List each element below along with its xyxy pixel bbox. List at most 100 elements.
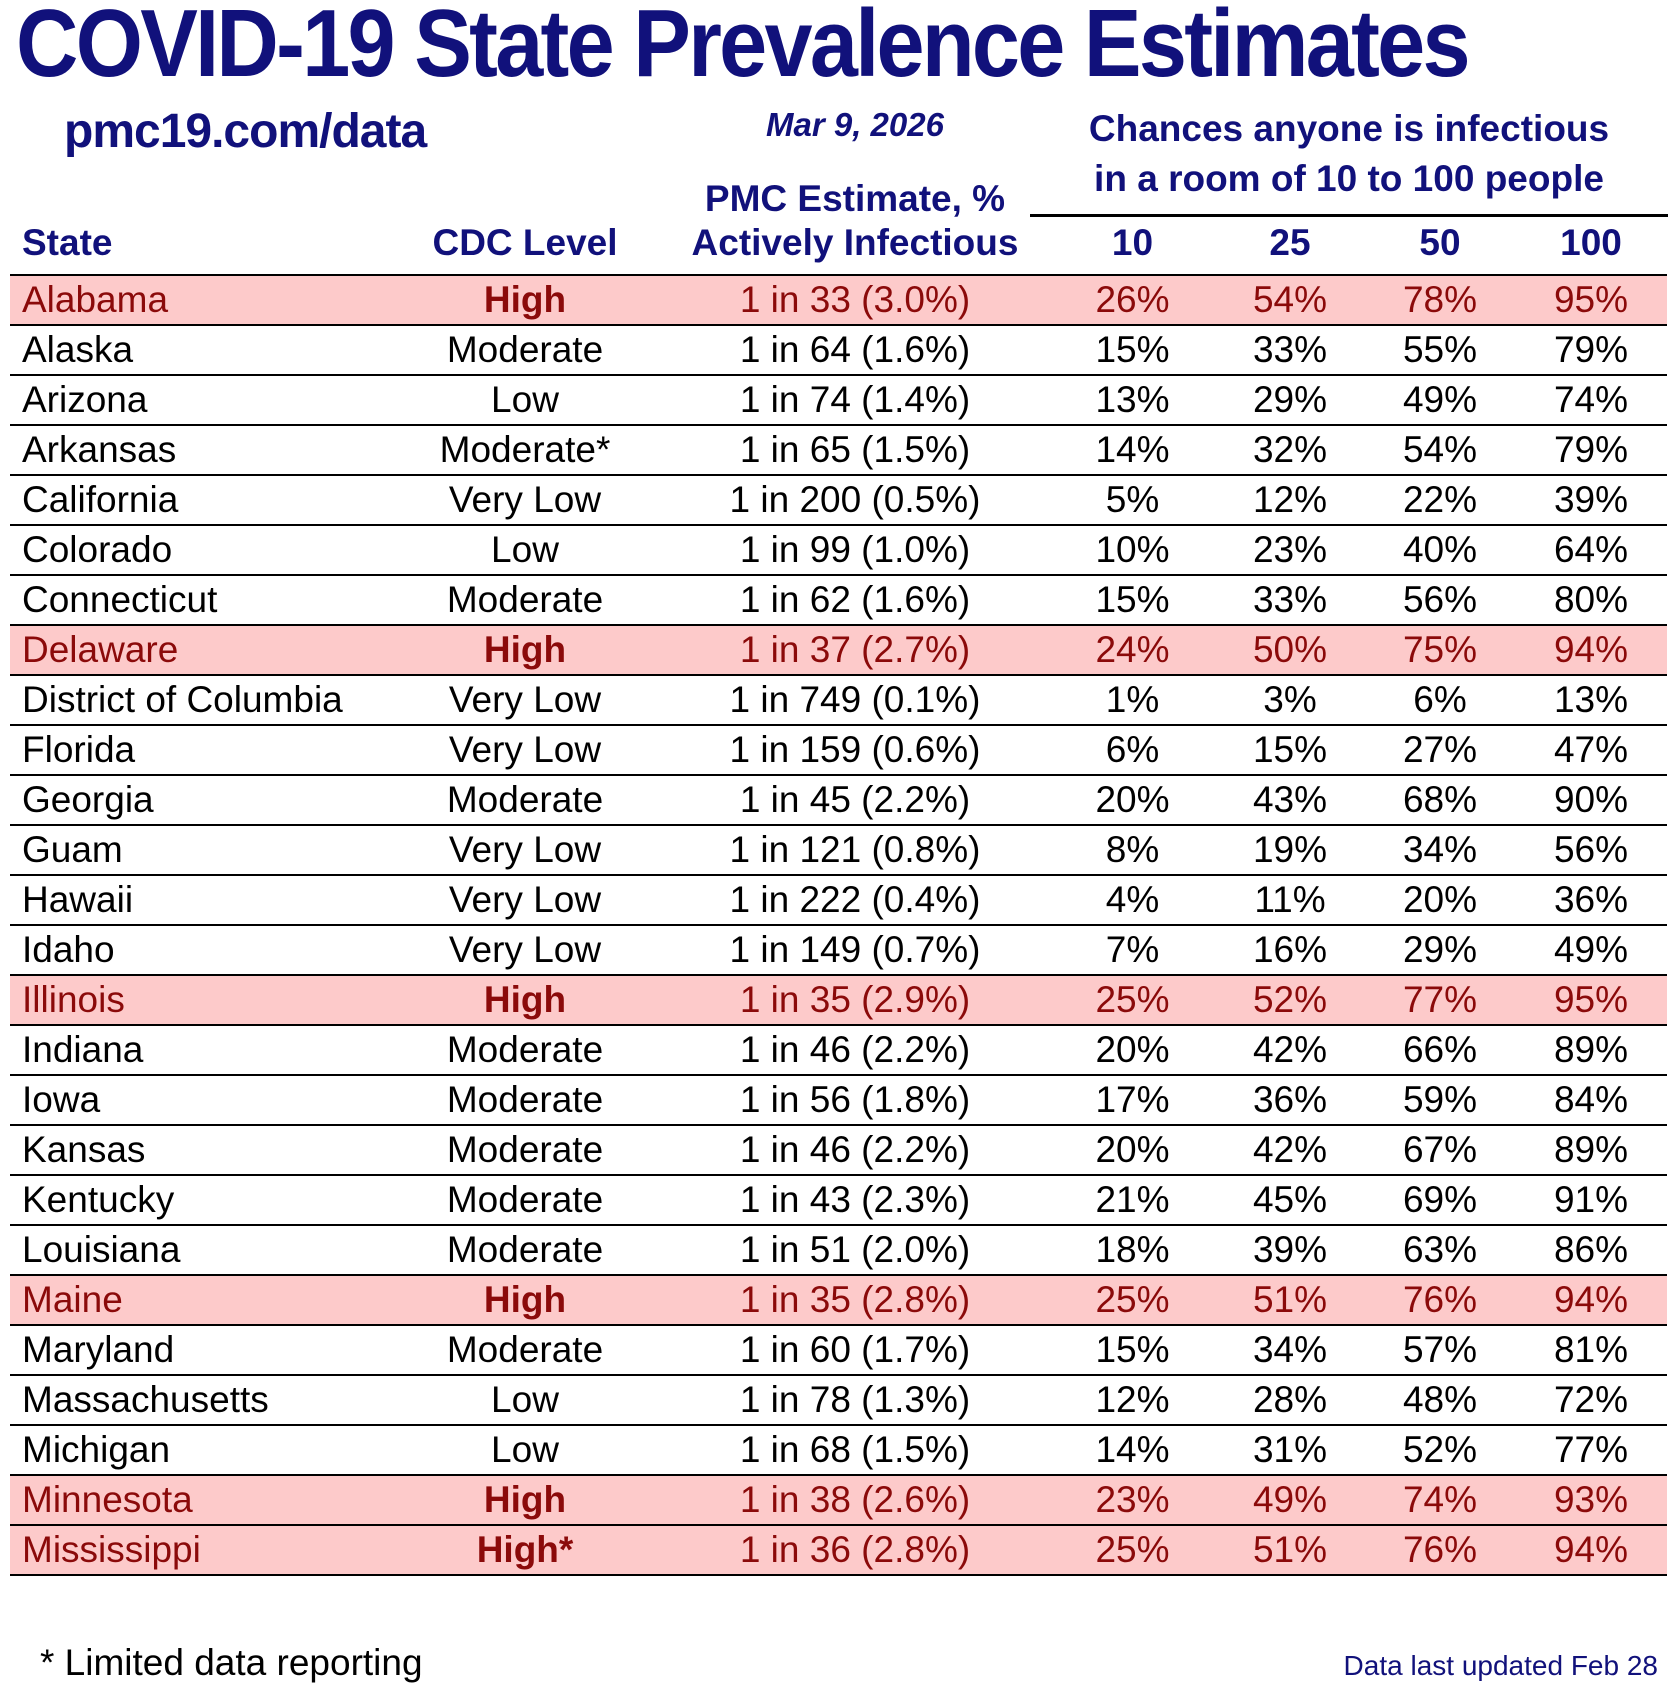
cdc-level-value: Low [390,375,660,426]
table-row: Louisiana Moderate 1 in 51 (2.0%) 18% 39… [10,1225,1667,1276]
table-header-row: State CDC Level Actively Infectious 10 2… [10,218,1667,276]
chance-room-100: 74% [1515,375,1667,426]
pmc-estimate-value: 1 in 46 (2.2%) [660,1125,1050,1176]
table-row: Michigan Low 1 in 68 (1.5%) 14% 31% 52% … [10,1425,1667,1476]
chance-room-25: 15% [1215,725,1365,776]
chance-room-25: 54% [1215,275,1365,326]
chances-header-line2: in a room of 10 to 100 people [1094,158,1604,199]
chance-room-10: 17% [1050,1075,1215,1126]
chance-room-10: 26% [1050,275,1215,326]
table-row: California Very Low 1 in 200 (0.5%) 5% 1… [10,475,1667,526]
table-row: Arizona Low 1 in 74 (1.4%) 13% 29% 49% 7… [10,375,1667,426]
state-name: Minnesota [10,1475,390,1526]
chance-room-10: 15% [1050,1325,1215,1376]
chance-room-50: 57% [1365,1325,1515,1376]
pmc-estimate-value: 1 in 37 (2.7%) [660,625,1050,676]
chance-room-10: 12% [1050,1375,1215,1426]
chance-room-50: 76% [1365,1275,1515,1326]
chance-room-100: 90% [1515,775,1667,826]
last-updated-note: Data last updated Feb 28 [1343,1650,1658,1681]
state-name: Michigan [10,1425,390,1476]
chance-room-50: 63% [1365,1225,1515,1276]
chance-room-50: 29% [1365,925,1515,976]
column-header-room-25: 25 [1215,218,1365,276]
pmc-estimate-value: 1 in 62 (1.6%) [660,575,1050,626]
chance-room-10: 25% [1050,975,1215,1026]
chance-room-10: 7% [1050,925,1215,976]
chance-room-25: 36% [1215,1075,1365,1126]
chance-room-25: 29% [1215,375,1365,426]
chance-room-50: 75% [1365,625,1515,676]
cdc-level-value: Moderate [390,1025,660,1076]
table-row: Illinois High 1 in 35 (2.9%) 25% 52% 77%… [10,975,1667,1026]
chance-room-25: 31% [1215,1425,1365,1476]
cdc-level-value: Moderate [390,1225,660,1276]
pmc-estimate-value: 1 in 200 (0.5%) [660,475,1050,526]
table-row: Kentucky Moderate 1 in 43 (2.3%) 21% 45%… [10,1175,1667,1226]
pmc-estimate-value: 1 in 51 (2.0%) [660,1225,1050,1276]
state-name: Arkansas [10,425,390,476]
cdc-level-value: Moderate [390,1075,660,1126]
table-row: Kansas Moderate 1 in 46 (2.2%) 20% 42% 6… [10,1125,1667,1176]
state-name: Kentucky [10,1175,390,1226]
chance-room-100: 77% [1515,1425,1667,1476]
chance-room-50: 40% [1365,525,1515,576]
cdc-level-value: Low [390,1425,660,1476]
chance-room-50: 34% [1365,825,1515,876]
chance-room-10: 25% [1050,1275,1215,1326]
chance-room-50: 77% [1365,975,1515,1026]
prevalence-table: State CDC Level Actively Infectious 10 2… [10,218,1667,1576]
chance-room-100: 94% [1515,1275,1667,1326]
chances-header-line1: Chances anyone is infectious [1088,108,1610,149]
cdc-level-value: High [390,275,660,326]
table-row: Colorado Low 1 in 99 (1.0%) 10% 23% 40% … [10,525,1667,576]
chance-room-25: 33% [1215,325,1365,376]
table-row: Hawaii Very Low 1 in 222 (0.4%) 4% 11% 2… [10,875,1667,926]
pmc-estimate-value: 1 in 74 (1.4%) [660,375,1050,426]
chance-room-50: 6% [1365,675,1515,726]
chance-room-10: 15% [1050,325,1215,376]
chance-room-100: 36% [1515,875,1667,926]
pmc-estimate-value: 1 in 60 (1.7%) [660,1325,1050,1376]
table-row: District of Columbia Very Low 1 in 749 (… [10,675,1667,726]
cdc-level-value: Moderate [390,1125,660,1176]
chance-room-100: 79% [1515,425,1667,476]
chance-room-10: 20% [1050,1125,1215,1176]
chance-room-25: 51% [1215,1275,1365,1326]
pmc-estimate-header-line1: PMC Estimate, % [704,178,1006,219]
cdc-level-value: Very Low [390,825,660,876]
chance-room-50: 78% [1365,275,1515,326]
chance-room-50: 69% [1365,1175,1515,1226]
table-row: Idaho Very Low 1 in 149 (0.7%) 7% 16% 29… [10,925,1667,976]
chance-room-50: 66% [1365,1025,1515,1076]
chance-room-50: 52% [1365,1425,1515,1476]
state-name: Alaska [10,325,390,376]
pmc-estimate-value: 1 in 38 (2.6%) [660,1475,1050,1526]
cdc-level-value: Very Low [390,475,660,526]
chance-room-100: 89% [1515,1025,1667,1076]
state-name: Idaho [10,925,390,976]
cdc-level-value: Moderate [390,575,660,626]
column-header-state: State [10,218,390,276]
state-name: Massachusetts [10,1375,390,1426]
table-row: Delaware High 1 in 37 (2.7%) 24% 50% 75%… [10,625,1667,676]
chance-room-100: 56% [1515,825,1667,876]
page-title: COVID-19 State Prevalence Estimates [16,0,1471,97]
chance-room-100: 89% [1515,1125,1667,1176]
chance-room-10: 24% [1050,625,1215,676]
chance-room-25: 39% [1215,1225,1365,1276]
cdc-level-value: Very Low [390,675,660,726]
state-name: Colorado [10,525,390,576]
pmc-estimate-value: 1 in 45 (2.2%) [660,775,1050,826]
table-row: Maryland Moderate 1 in 60 (1.7%) 15% 34%… [10,1325,1667,1376]
chance-room-10: 21% [1050,1175,1215,1226]
cdc-level-value: High [390,1475,660,1526]
state-name: Hawaii [10,875,390,926]
column-header-actively-infectious: Actively Infectious [660,218,1050,276]
site-url: pmc19.com/data [64,105,427,158]
state-name: Florida [10,725,390,776]
chance-room-25: 34% [1215,1325,1365,1376]
cdc-level-value: High [390,625,660,676]
state-name: Kansas [10,1125,390,1176]
cdc-level-value: Moderate [390,1175,660,1226]
